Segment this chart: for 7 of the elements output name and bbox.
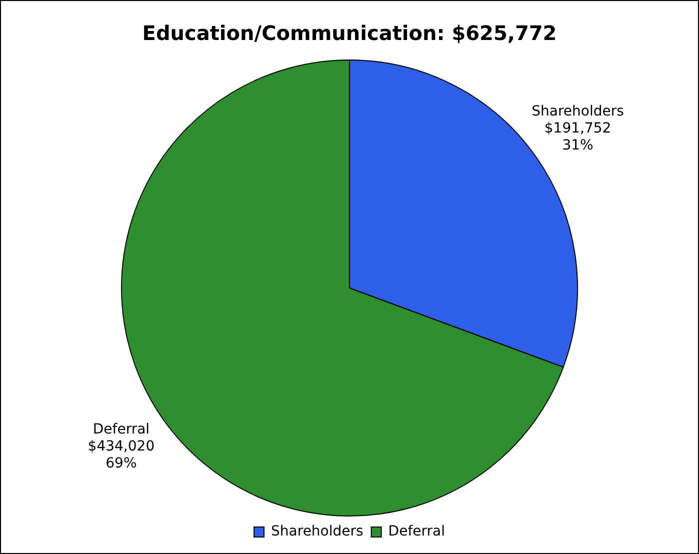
data-label: $434,020 69% (88, 438, 155, 472)
legend-label: Shareholders (271, 524, 364, 540)
data-label: $191,752 31% (544, 120, 612, 154)
slice-label: Shareholders (532, 104, 624, 120)
legend-label: Deferral (388, 524, 445, 540)
chart-title: Education/Communication: $625,772 (142, 21, 557, 46)
slice-label: Deferral (92, 422, 150, 438)
